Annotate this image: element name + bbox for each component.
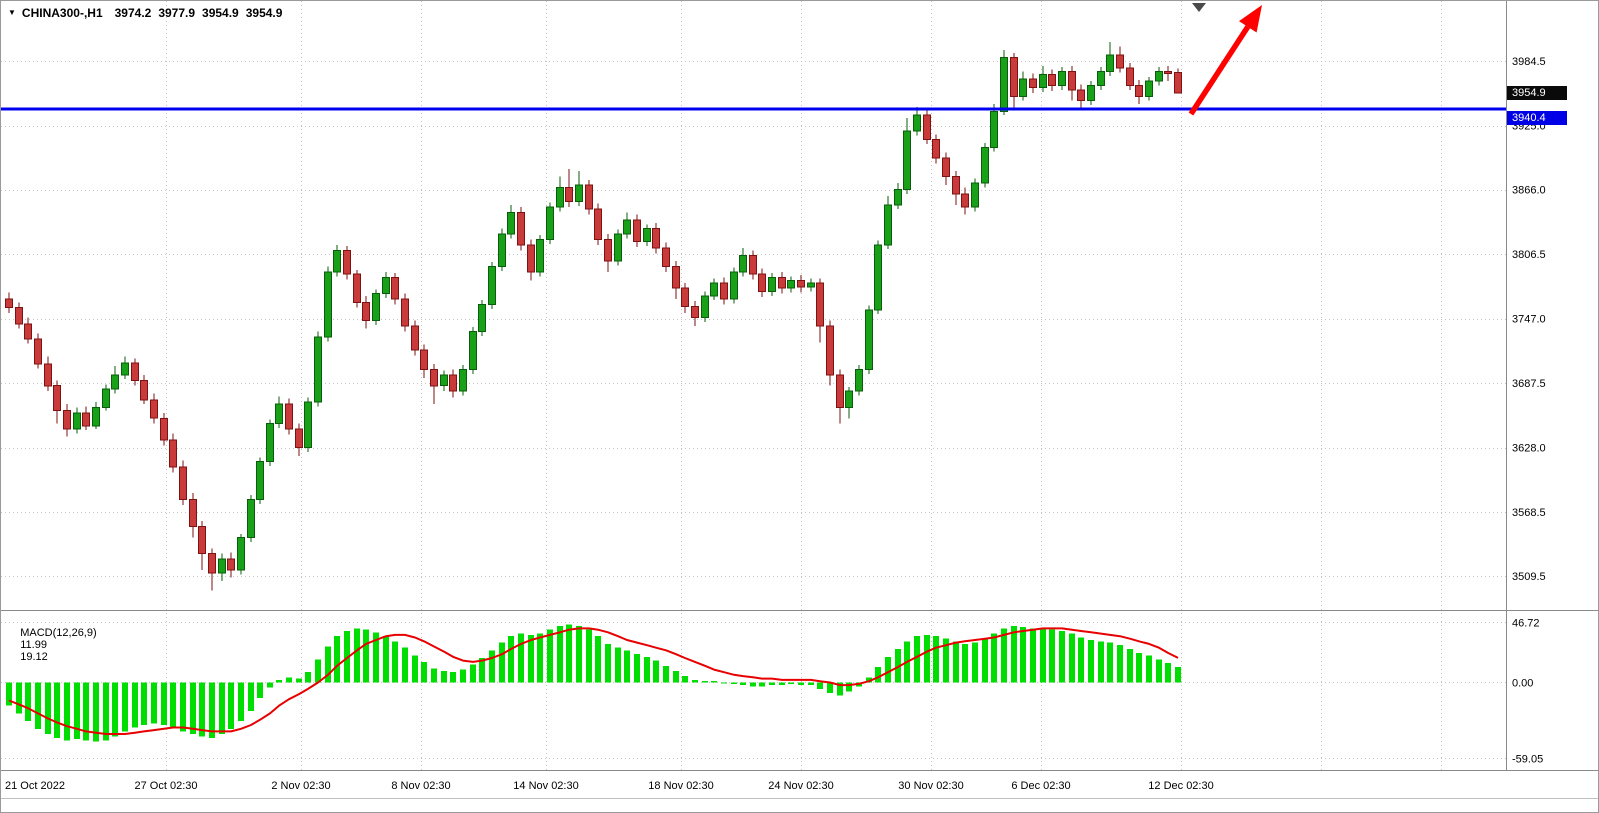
svg-text:3509.5: 3509.5 (1512, 571, 1546, 583)
svg-text:3806.5: 3806.5 (1512, 249, 1546, 261)
time-axis[interactable] (1, 772, 1505, 798)
svg-text:46.72: 46.72 (1512, 617, 1540, 629)
svg-text:3866.0: 3866.0 (1512, 185, 1546, 197)
svg-text:8 Nov 02:30: 8 Nov 02:30 (391, 780, 450, 792)
ohlc-close: 3954.9 (245, 6, 283, 20)
svg-text:3628.0: 3628.0 (1512, 443, 1546, 455)
macd-indicator-label: MACD(12,26,9) 11.99 19.12 (8, 615, 103, 675)
macd-value: 11.99 (20, 639, 47, 651)
svg-text:0.00: 0.00 (1512, 678, 1533, 690)
macd-signal-value: 19.12 (20, 651, 48, 663)
hline-price-badge: 3940.4 (1507, 111, 1567, 125)
svg-text:3984.5: 3984.5 (1512, 56, 1546, 68)
ohlc-high: 3977.9 (158, 6, 196, 20)
svg-text:24 Nov 02:30: 24 Nov 02:30 (768, 780, 833, 792)
svg-text:27 Oct 02:30: 27 Oct 02:30 (135, 780, 198, 792)
svg-text:6 Dec 02:30: 6 Dec 02:30 (1011, 780, 1070, 792)
chart-header: ▼ CHINA300-,H1 3974.2 3977.9 3954.9 3954… (8, 6, 289, 20)
current-price-badge: 3954.9 (1507, 86, 1567, 100)
svg-text:3687.5: 3687.5 (1512, 378, 1546, 390)
svg-text:21 Oct 2022: 21 Oct 2022 (5, 780, 65, 792)
price-axis[interactable] (1507, 1, 1598, 770)
svg-text:-59.05: -59.05 (1512, 754, 1543, 766)
svg-text:30 Nov 02:30: 30 Nov 02:30 (898, 780, 963, 792)
ohlc-open: 3974.2 (114, 6, 152, 20)
svg-text:2 Nov 02:30: 2 Nov 02:30 (271, 780, 330, 792)
svg-text:3747.0: 3747.0 (1512, 314, 1546, 326)
ohlc-low: 3954.9 (202, 6, 239, 20)
svg-text:12 Dec 02:30: 12 Dec 02:30 (1148, 780, 1213, 792)
svg-text:14 Nov 02:30: 14 Nov 02:30 (513, 780, 578, 792)
svg-text:3568.5: 3568.5 (1512, 507, 1546, 519)
symbol-marker-icon: ▼ (8, 7, 16, 17)
macd-name: MACD(12,26,9) (20, 627, 97, 639)
symbol-name: CHINA300-,H1 (21, 6, 103, 20)
svg-text:18 Nov 02:30: 18 Nov 02:30 (648, 780, 713, 792)
